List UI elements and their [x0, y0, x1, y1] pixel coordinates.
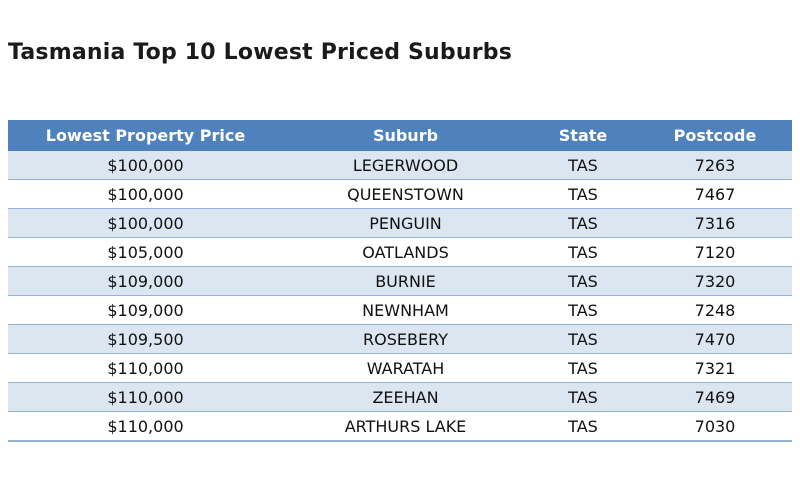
- column-header-price: Lowest Property Price: [8, 120, 283, 151]
- price-cell: $100,000: [8, 179, 283, 209]
- column-header-postcode: Postcode: [638, 120, 792, 151]
- page-title: Tasmania Top 10 Lowest Priced Suburbs: [8, 40, 513, 65]
- state-cell: TAS: [528, 295, 638, 325]
- table-row: $109,000 NEWNHAM TAS 7248: [8, 295, 792, 325]
- suburb-cell: BURNIE: [283, 266, 528, 296]
- state-cell: TAS: [528, 324, 638, 354]
- state-cell: TAS: [528, 179, 638, 209]
- table-row: $105,000 OATLANDS TAS 7120: [8, 237, 792, 267]
- state-cell: TAS: [528, 237, 638, 267]
- price-cell: $105,000: [8, 237, 283, 267]
- table-row: $110,000 ZEEHAN TAS 7469: [8, 382, 792, 412]
- postcode-cell: 7248: [638, 295, 792, 325]
- suburb-cell: QUEENSTOWN: [283, 179, 528, 209]
- column-header-suburb: Suburb: [283, 120, 528, 151]
- price-cell: $109,000: [8, 295, 283, 325]
- price-cell: $110,000: [8, 382, 283, 412]
- table-header-row: Lowest Property Price Suburb State Postc…: [8, 120, 792, 151]
- data-table: Lowest Property Price Suburb State Postc…: [8, 120, 792, 442]
- table-row: $110,000 ARTHURS LAKE TAS 7030: [8, 411, 792, 442]
- postcode-cell: 7470: [638, 324, 792, 354]
- postcode-cell: 7467: [638, 179, 792, 209]
- table-row: $109,000 BURNIE TAS 7320: [8, 266, 792, 296]
- postcode-cell: 7469: [638, 382, 792, 412]
- state-cell: TAS: [528, 411, 638, 442]
- table-row: $100,000 QUEENSTOWN TAS 7467: [8, 179, 792, 209]
- postcode-cell: 7120: [638, 237, 792, 267]
- suburb-cell: LEGERWOOD: [283, 150, 528, 180]
- price-cell: $109,500: [8, 324, 283, 354]
- suburb-cell: ARTHURS LAKE: [283, 411, 528, 442]
- table-body: $100,000 LEGERWOOD TAS 7263 $100,000 QUEENSTO…: [8, 150, 792, 442]
- table-row: $100,000 LEGERWOOD TAS 7263: [8, 150, 792, 180]
- state-cell: TAS: [528, 150, 638, 180]
- state-cell: TAS: [528, 208, 638, 238]
- table-row: $109,500 ROSEBERY TAS 7470: [8, 324, 792, 354]
- table-row: $110,000 WARATAH TAS 7321: [8, 353, 792, 383]
- suburb-cell: OATLANDS: [283, 237, 528, 267]
- suburb-cell: WARATAH: [283, 353, 528, 383]
- postcode-cell: 7263: [638, 150, 792, 180]
- price-cell: $100,000: [8, 150, 283, 180]
- suburb-cell: ZEEHAN: [283, 382, 528, 412]
- postcode-cell: 7321: [638, 353, 792, 383]
- price-cell: $110,000: [8, 411, 283, 442]
- state-cell: TAS: [528, 382, 638, 412]
- postcode-cell: 7320: [638, 266, 792, 296]
- state-cell: TAS: [528, 353, 638, 383]
- column-header-state: State: [528, 120, 638, 151]
- price-cell: $100,000: [8, 208, 283, 238]
- table-row: $100,000 PENGUIN TAS 7316: [8, 208, 792, 238]
- state-cell: TAS: [528, 266, 638, 296]
- price-cell: $110,000: [8, 353, 283, 383]
- postcode-cell: 7316: [638, 208, 792, 238]
- suburb-cell: PENGUIN: [283, 208, 528, 238]
- suburb-cell: ROSEBERY: [283, 324, 528, 354]
- postcode-cell: 7030: [638, 411, 792, 442]
- price-cell: $109,000: [8, 266, 283, 296]
- suburb-cell: NEWNHAM: [283, 295, 528, 325]
- suburb-table: Lowest Property Price Suburb State Postc…: [8, 120, 792, 442]
